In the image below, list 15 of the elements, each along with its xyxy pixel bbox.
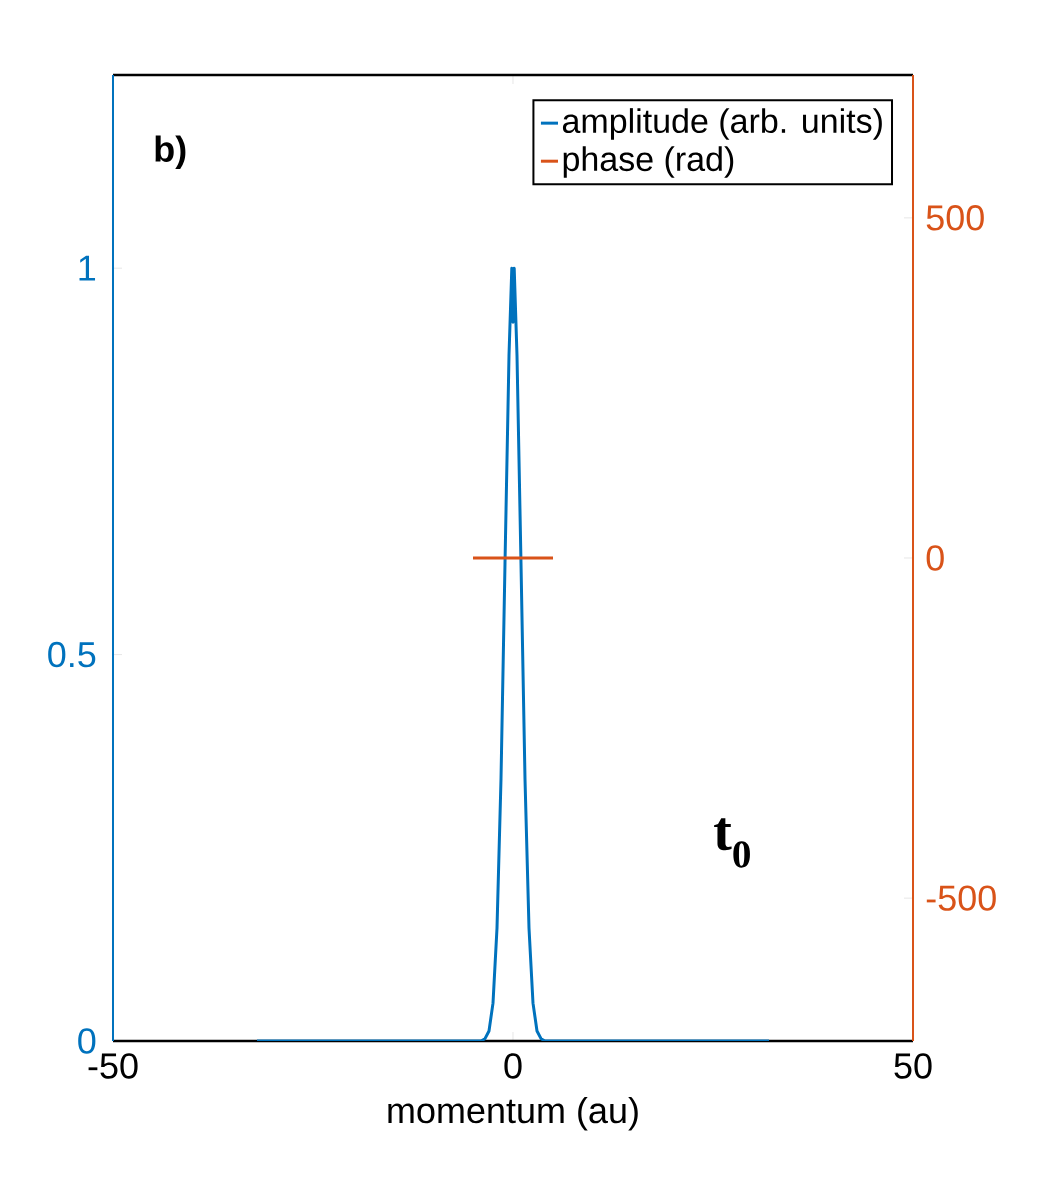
annotation: b) (155, 135, 186, 170)
legend-label: amplitude (arb. units) (562, 108, 882, 140)
x-tick-label: 0 (504, 1053, 522, 1079)
legend-label: phase (rad) (563, 146, 734, 178)
y2-tick-label: 0 (926, 545, 944, 571)
y-tick-label: 1 (79, 255, 96, 281)
y-tick-label: 0.5 (48, 641, 96, 668)
y-tick-label: 0 (78, 1028, 96, 1054)
x-axis-title: momentum (au) (388, 1096, 638, 1131)
x-tick-label: -50 (88, 1053, 138, 1079)
line-series (255, 266, 771, 1041)
x-tick-label: 50 (894, 1053, 932, 1079)
annotation: t$_{0}$ (714, 818, 750, 868)
y2-tick-label: 500 (926, 205, 984, 231)
y2-tick-label: -500 (926, 885, 996, 911)
